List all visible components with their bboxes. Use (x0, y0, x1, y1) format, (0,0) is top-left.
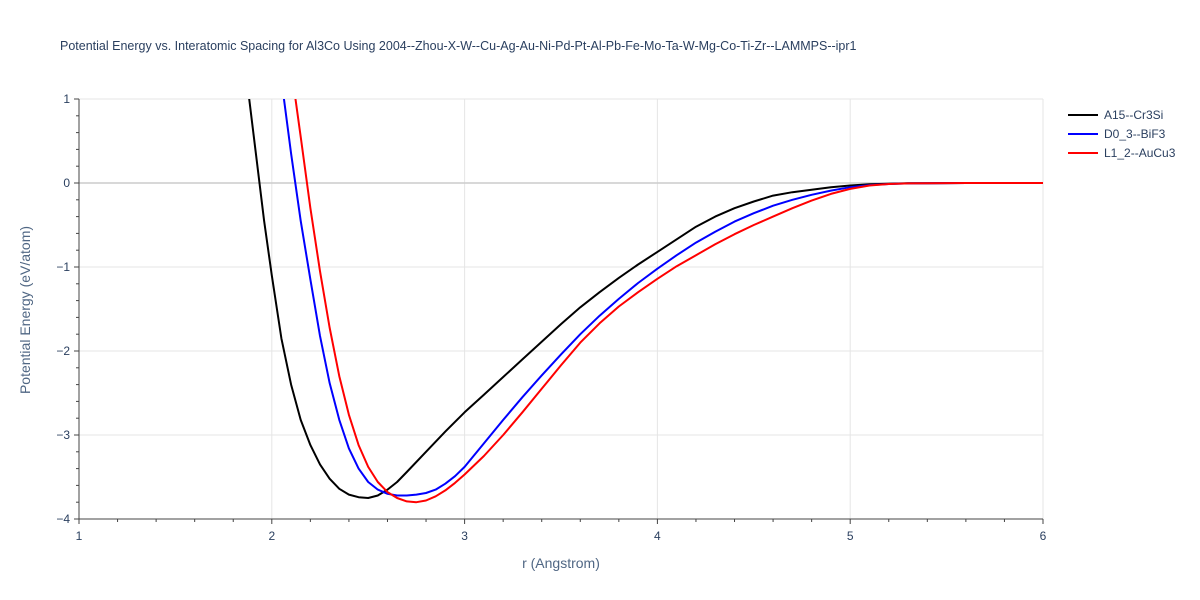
y-tick-label: −3 (56, 428, 70, 442)
x-tick-label: 3 (461, 529, 468, 543)
axes (74, 98, 1044, 524)
legend-label-0: A15--Cr3Si (1104, 108, 1163, 122)
chart-title: Potential Energy vs. Interatomic Spacing… (60, 39, 857, 53)
y-tick-label: 1 (63, 92, 70, 106)
x-tick-label: 4 (654, 529, 661, 543)
x-tick-label: 5 (847, 529, 854, 543)
x-tick-label: 1 (76, 529, 83, 543)
x-tick-label: 6 (1040, 529, 1047, 543)
tick-labels: 1 2 3 4 5 6 −4 −3 −2 −1 0 1 (56, 92, 1046, 543)
y-tick-label: −4 (56, 512, 70, 526)
series-line-0 (248, 99, 1043, 499)
x-tick-label: 2 (268, 529, 275, 543)
legend-label-1: D0_3--BiF3 (1104, 127, 1166, 141)
legend: A15--Cr3Si D0_3--BiF3 L1_2--AuCu3 (1068, 108, 1176, 160)
y-tick-label: −1 (56, 260, 70, 274)
y-tick-label: −2 (56, 344, 70, 358)
series-line-2 (294, 99, 1043, 504)
series-group (248, 99, 1043, 504)
grid (79, 98, 1044, 519)
x-axis-title: r (Angstrom) (522, 555, 600, 571)
y-axis-title: Potential Energy (eV/atom) (17, 226, 33, 394)
legend-label-2: L1_2--AuCu3 (1104, 146, 1176, 160)
y-tick-label: 0 (63, 176, 70, 190)
series-line-1 (282, 99, 1043, 497)
